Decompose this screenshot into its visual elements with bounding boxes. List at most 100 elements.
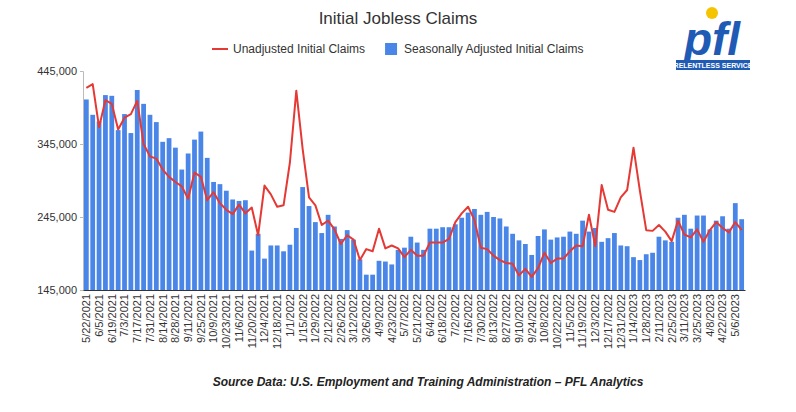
bar bbox=[434, 229, 439, 290]
x-tick-label: 11/5/2022 bbox=[564, 294, 576, 342]
y-tick: 145,000 bbox=[37, 284, 83, 296]
x-tick-label: 3/25/2023 bbox=[691, 294, 703, 343]
x-tick-label: 6/18/2022 bbox=[436, 294, 448, 343]
y-tick-mark bbox=[80, 290, 83, 291]
x-tick: 7/2/2022 bbox=[449, 294, 461, 337]
bar bbox=[567, 232, 572, 290]
bar bbox=[90, 115, 95, 290]
legend-swatch bbox=[385, 43, 397, 55]
x-tick: 5/21/2022 bbox=[411, 294, 423, 343]
y-tick: 245,000 bbox=[37, 211, 83, 223]
x-tick-label: 7/3/2021 bbox=[118, 294, 130, 337]
bar bbox=[205, 158, 210, 290]
x-tick: 3/26/2022 bbox=[360, 294, 372, 343]
x-tick: 6/5/2021 bbox=[93, 294, 105, 337]
y-tick-label: 445,000 bbox=[37, 65, 77, 77]
x-tick-label: 12/17/2022 bbox=[602, 294, 614, 349]
plot-area bbox=[84, 84, 744, 290]
bar bbox=[644, 254, 649, 290]
x-tick-label: 7/30/2022 bbox=[475, 294, 487, 343]
bar bbox=[148, 115, 153, 290]
logo-tagline: RELENTLESS SERVICE bbox=[674, 62, 753, 69]
bar bbox=[682, 215, 687, 290]
bar bbox=[727, 229, 732, 290]
x-axis-line bbox=[84, 290, 746, 291]
x-tick-label: 2/11/2023 bbox=[653, 294, 665, 342]
bar bbox=[625, 246, 630, 290]
line bbox=[86, 84, 741, 277]
x-tick-label: 12/4/2021 bbox=[258, 294, 270, 343]
bar bbox=[587, 232, 592, 290]
bar bbox=[707, 229, 712, 290]
x-tick-label: 2/12/2022 bbox=[322, 294, 334, 343]
bar bbox=[224, 191, 229, 290]
bar bbox=[523, 244, 528, 290]
x-tick: 10/22/2022 bbox=[551, 294, 563, 349]
x-tick: 8/27/2022 bbox=[500, 294, 512, 343]
y-tick-mark bbox=[80, 71, 83, 72]
y-tick-label: 145,000 bbox=[37, 284, 77, 296]
x-tick-label: 1/29/2022 bbox=[309, 294, 321, 343]
x-tick-label: 4/22/2023 bbox=[716, 294, 728, 343]
legend-label: Unadjusted Initial Claims bbox=[233, 42, 365, 56]
x-tick-label: 6/4/2022 bbox=[424, 294, 436, 337]
x-tick: 7/3/2021 bbox=[118, 294, 130, 337]
bar bbox=[631, 257, 636, 290]
x-tick-label: 7/2/2022 bbox=[449, 294, 461, 337]
bar bbox=[198, 132, 203, 290]
x-tick: 9/11/2021 bbox=[182, 294, 194, 342]
bar bbox=[555, 237, 560, 290]
x-tick-label: 9/24/2022 bbox=[526, 294, 538, 343]
x-tick: 7/31/2021 bbox=[144, 294, 156, 343]
bar bbox=[517, 240, 522, 290]
x-tick: 2/25/2023 bbox=[666, 294, 678, 343]
logo-text: pfl bbox=[682, 13, 741, 65]
x-tick-label: 5/6/2023 bbox=[729, 294, 741, 337]
x-tick-label: 1/14/2023 bbox=[627, 294, 639, 343]
x-tick: 11/5/2022 bbox=[564, 294, 576, 342]
x-tick: 5/22/2021 bbox=[80, 294, 92, 343]
bar bbox=[599, 242, 604, 290]
x-tick: 8/28/2021 bbox=[169, 294, 181, 343]
x-tick-label: 9/10/2022 bbox=[513, 294, 525, 343]
x-tick: 2/12/2022 bbox=[322, 294, 334, 343]
bar bbox=[364, 275, 369, 290]
bar bbox=[160, 142, 165, 290]
y-tick: 345,000 bbox=[37, 138, 83, 150]
x-tick: 5/7/2022 bbox=[398, 294, 410, 337]
bar bbox=[650, 253, 655, 290]
x-tick-label: 1/1/2022 bbox=[284, 294, 296, 337]
bar bbox=[453, 224, 458, 290]
x-tick: 1/15/2022 bbox=[297, 294, 309, 343]
bar bbox=[561, 237, 566, 290]
bar bbox=[294, 228, 299, 290]
bar bbox=[186, 153, 191, 290]
x-tick-label: 3/11/2023 bbox=[678, 294, 690, 342]
bar bbox=[714, 221, 719, 290]
bar bbox=[288, 245, 293, 290]
x-tick: 12/18/2021 bbox=[271, 294, 283, 349]
bar bbox=[459, 218, 464, 290]
bar bbox=[135, 90, 140, 290]
x-tick: 12/4/2021 bbox=[258, 294, 270, 343]
x-tick-label: 7/16/2022 bbox=[462, 294, 474, 343]
x-tick-label: 12/3/2022 bbox=[589, 294, 601, 343]
x-tick-label: 10/9/2021 bbox=[207, 294, 219, 343]
bar bbox=[510, 234, 515, 290]
x-tick-label: 7/17/2021 bbox=[131, 294, 143, 343]
bar bbox=[612, 233, 617, 290]
bar bbox=[701, 216, 706, 290]
source: Source Data: U.S. Employment and Trainin… bbox=[213, 375, 644, 389]
x-tick-label: 8/28/2021 bbox=[169, 294, 181, 343]
bar bbox=[97, 121, 102, 290]
bar bbox=[128, 133, 133, 290]
x-tick: 11/20/2021 bbox=[246, 294, 258, 348]
bar bbox=[192, 140, 197, 290]
x-tick: 12/3/2022 bbox=[589, 294, 601, 343]
y-tick-label: 245,000 bbox=[37, 211, 77, 223]
x-tick: 3/11/2023 bbox=[678, 294, 690, 342]
bar bbox=[300, 187, 305, 290]
bar bbox=[237, 201, 242, 290]
bar bbox=[338, 239, 343, 290]
x-tick: 1/1/2022 bbox=[284, 294, 296, 337]
